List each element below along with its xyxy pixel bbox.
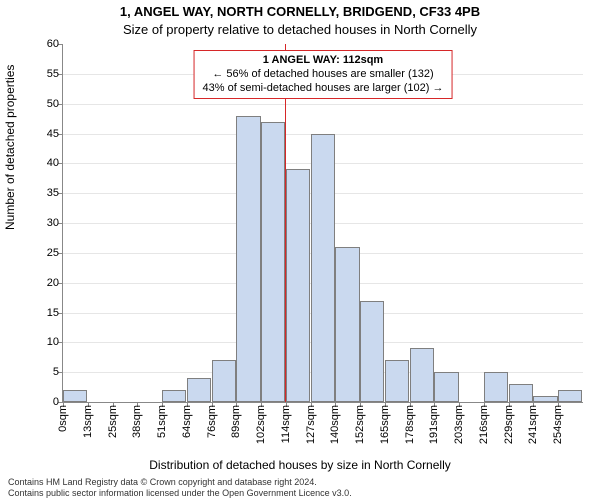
annotation-line2: ← 56% of detached houses are smaller (13…: [203, 68, 444, 82]
y-axis-label: Number of detached properties: [3, 65, 17, 230]
gridline: [63, 104, 583, 105]
x-tick-label: 241sqm: [527, 402, 539, 444]
histogram-bar: [162, 390, 186, 402]
x-tick-label: 76sqm: [206, 402, 218, 438]
y-tick-label: 55: [31, 68, 59, 80]
x-tick-label: 127sqm: [305, 402, 317, 444]
x-tick-label: 38sqm: [131, 402, 143, 438]
histogram-bar: [187, 378, 211, 402]
x-tick-label: 203sqm: [453, 402, 465, 444]
histogram-bar: [311, 134, 335, 403]
y-tick-label: 25: [31, 247, 59, 259]
y-tick-label: 0: [31, 396, 59, 408]
x-tick-label: 102sqm: [255, 402, 267, 444]
footer-line1: Contains HM Land Registry data © Crown c…: [8, 477, 592, 487]
histogram-bar: [63, 390, 87, 402]
annotation-line3: 43% of semi-detached houses are larger (…: [203, 82, 444, 96]
x-tick-label: 89sqm: [230, 402, 242, 438]
chart-container: 1, ANGEL WAY, NORTH CORNELLY, BRIDGEND, …: [0, 0, 600, 500]
x-tick-label: 191sqm: [428, 402, 440, 444]
histogram-bar: [558, 390, 582, 402]
x-tick-label: 64sqm: [181, 402, 193, 438]
histogram-bar: [212, 360, 236, 402]
y-tick-label: 60: [31, 38, 59, 50]
x-tick-label: 178sqm: [404, 402, 416, 444]
histogram-bar: [434, 372, 458, 402]
y-tick-label: 10: [31, 336, 59, 348]
x-tick-label: 140sqm: [329, 402, 341, 444]
footer-line2: Contains public sector information licen…: [8, 488, 592, 498]
x-tick-label: 0sqm: [57, 402, 69, 432]
histogram-bar: [410, 348, 434, 402]
y-tick-label: 30: [31, 217, 59, 229]
histogram-bar: [286, 169, 310, 402]
x-tick-label: 114sqm: [280, 402, 292, 443]
y-tick-label: 15: [31, 307, 59, 319]
y-tick-label: 5: [31, 366, 59, 378]
x-tick-label: 13sqm: [82, 402, 94, 438]
histogram-bar: [509, 384, 533, 402]
x-axis-label: Distribution of detached houses by size …: [0, 458, 600, 472]
plot-area: 0510152025303540455055600sqm13sqm25sqm38…: [62, 44, 583, 403]
chart-title-line2: Size of property relative to detached ho…: [0, 22, 600, 37]
chart-title-line1: 1, ANGEL WAY, NORTH CORNELLY, BRIDGEND, …: [0, 4, 600, 19]
annotation-line1: 1 ANGEL WAY: 112sqm: [203, 54, 444, 68]
y-tick-label: 20: [31, 277, 59, 289]
x-tick-label: 51sqm: [156, 402, 168, 438]
annotation-box: 1 ANGEL WAY: 112sqm ← 56% of detached ho…: [194, 50, 453, 99]
y-tick-label: 40: [31, 157, 59, 169]
histogram-bar: [360, 301, 384, 402]
y-tick-label: 35: [31, 187, 59, 199]
histogram-bar: [484, 372, 508, 402]
x-tick-label: 25sqm: [107, 402, 119, 438]
y-tick-label: 45: [31, 128, 59, 140]
x-tick-label: 216sqm: [478, 402, 490, 444]
x-tick-label: 254sqm: [552, 402, 564, 444]
histogram-bar: [236, 116, 260, 402]
histogram-bar: [335, 247, 359, 402]
footer-text: Contains HM Land Registry data © Crown c…: [8, 477, 592, 498]
x-tick-label: 229sqm: [503, 402, 515, 444]
histogram-bar: [261, 122, 285, 402]
x-tick-label: 152sqm: [354, 402, 366, 444]
histogram-bar: [385, 360, 409, 402]
y-tick-label: 50: [31, 98, 59, 110]
x-tick-label: 165sqm: [379, 402, 391, 444]
